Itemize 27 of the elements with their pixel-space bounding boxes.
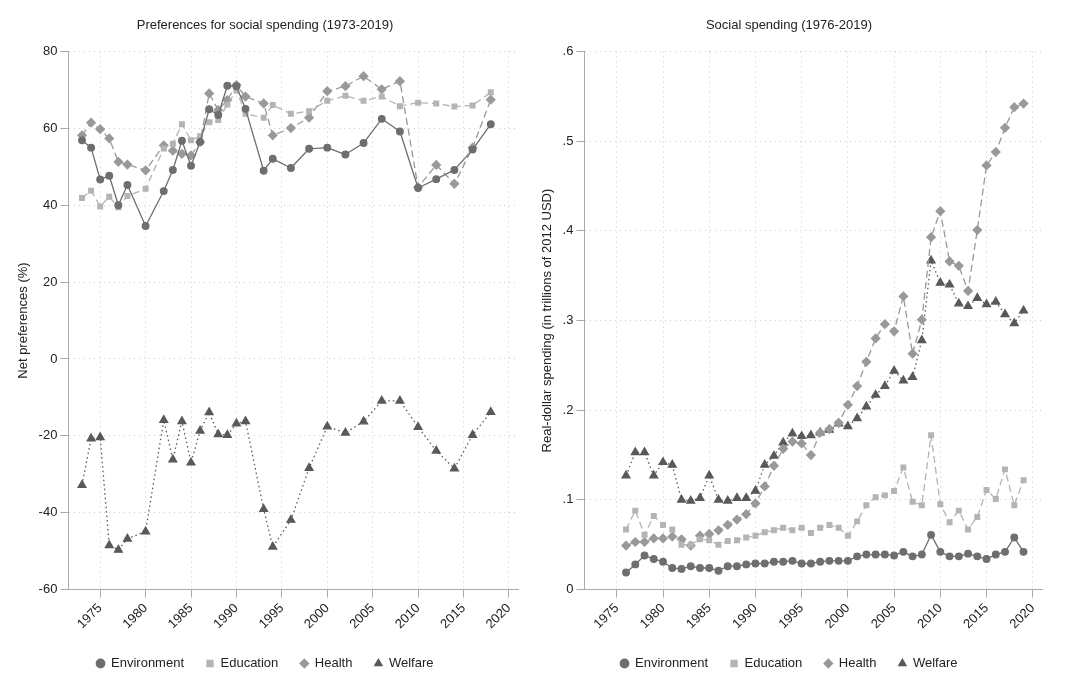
y-tick-label: -20	[38, 427, 58, 443]
chart-title: Preferences for social spending (1973-2019)	[136, 17, 394, 33]
legend-label: Environment	[111, 655, 185, 671]
y-tick-label: 40	[42, 196, 58, 212]
legend-label: Education	[744, 655, 803, 671]
y-tick-label: .1	[562, 491, 574, 507]
y-tick-label: .5	[562, 132, 574, 148]
legend-label: Environment	[635, 655, 709, 671]
chart-title: Social spending (1976-2019)	[705, 17, 873, 33]
y-tick-label: 0	[566, 581, 574, 597]
legend-label: Health	[314, 655, 353, 671]
legend-label: Welfare	[912, 655, 958, 671]
y-tick-label: .3	[562, 312, 574, 328]
y-tick-label: -60	[38, 581, 58, 597]
legend-label: Welfare	[388, 655, 434, 671]
legend-label: Education	[220, 655, 279, 671]
y-tick-label: 0	[50, 350, 58, 366]
y-tick-label: 60	[42, 120, 58, 136]
y-tick-label: .6	[562, 43, 574, 59]
y-axis-title: Real-dollar spending (in trillions of 2012 USD)	[539, 188, 555, 453]
y-tick-label: 80	[42, 43, 58, 59]
y-axis-title: Net preferences (%)	[15, 262, 31, 379]
y-tick-label: -40	[38, 504, 58, 520]
legend-label: Health	[838, 655, 877, 671]
y-tick-label: .4	[562, 222, 574, 238]
y-tick-label: 20	[42, 273, 58, 289]
y-tick-label: .2	[562, 401, 574, 417]
